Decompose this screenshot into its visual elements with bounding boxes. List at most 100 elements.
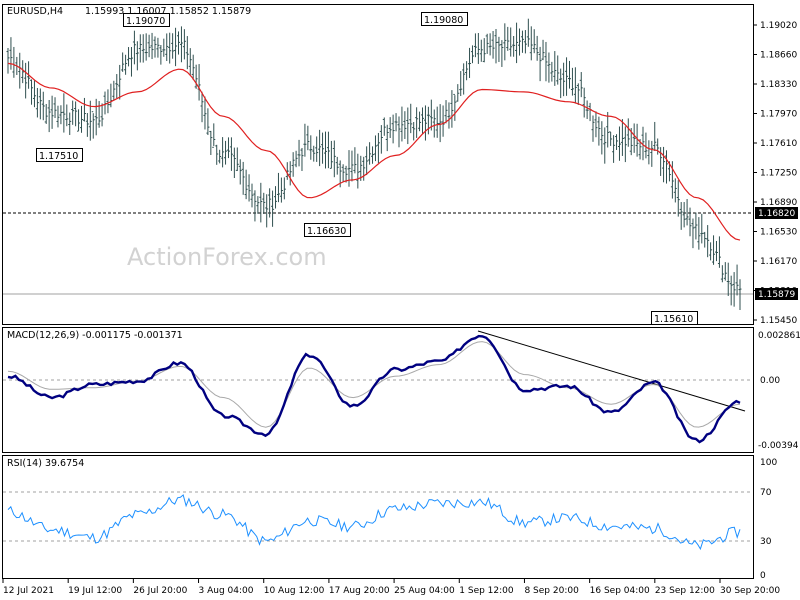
price-bar: [432, 109, 436, 138]
price-bar: [723, 262, 727, 281]
macd-main-line: [7, 334, 741, 444]
price-bar: [191, 54, 195, 80]
price-bar: [394, 113, 398, 132]
price-bar: [53, 97, 57, 119]
time-tick-label: 23 Sep 12:00: [655, 586, 715, 596]
price-bar: [468, 47, 472, 78]
time-tick-label: 10 Aug 12:00: [264, 586, 325, 596]
price-bar: [447, 102, 451, 129]
price-bar: [418, 111, 422, 132]
price-bar: [365, 146, 369, 176]
price-bar: [100, 103, 104, 127]
price-bar: [714, 240, 718, 262]
time-tick-label: 26 Jul 20:00: [133, 586, 187, 596]
price-bar: [488, 33, 492, 56]
price-bar: [473, 33, 477, 58]
price-bar: [21, 60, 25, 84]
price-bar: [256, 196, 260, 214]
price-bar: [609, 131, 613, 146]
price-bar: [565, 57, 569, 96]
price-bar: [300, 147, 304, 171]
price-bar: [529, 26, 533, 61]
price-bar: [30, 79, 34, 105]
price-bar: [709, 242, 713, 261]
annotation-low-jul: 1.17510: [36, 148, 83, 162]
price-bar: [44, 103, 48, 124]
price-bar: [421, 107, 425, 135]
price-bar: [556, 55, 560, 85]
price-bar: [50, 95, 54, 129]
svg-text:1.19080: 1.19080: [424, 15, 463, 26]
price-bar: [688, 207, 692, 237]
price-bar: [141, 34, 145, 63]
price-bar: [224, 140, 228, 165]
price-bar: [221, 137, 225, 168]
price-bar: [279, 177, 283, 203]
price-bar: [615, 134, 619, 150]
price-bar: [403, 111, 407, 139]
price-bar: [127, 47, 131, 67]
price-bar: [209, 130, 213, 156]
price-bar: [203, 96, 207, 130]
price-tick-label: 1.18330: [760, 80, 797, 90]
price-bar: [382, 117, 386, 136]
price-bar: [397, 116, 401, 148]
price-bar: [200, 91, 204, 123]
annotation-low-sep: 1.15610: [651, 311, 698, 325]
price-bar: [576, 83, 580, 105]
price-bar: [276, 172, 280, 203]
price-bar: [482, 38, 486, 63]
price-bar: [685, 199, 689, 226]
price-bar: [41, 91, 45, 121]
price-bar: [518, 28, 522, 56]
price-bar: [368, 142, 372, 165]
price-bar: [362, 156, 366, 181]
rsi-title: RSI(14) 39.6754: [7, 458, 84, 469]
price-bar: [423, 105, 427, 141]
price-bar: [271, 190, 275, 227]
price-bar: [506, 26, 510, 51]
price-bar: [124, 54, 128, 75]
price-bar: [132, 30, 136, 65]
svg-text:1.16820: 1.16820: [758, 209, 795, 219]
price-bar: [332, 140, 336, 178]
price-bar: [597, 116, 601, 146]
price-bar: [717, 236, 721, 268]
price-bar: [585, 100, 589, 119]
price-bar: [491, 30, 495, 59]
price-tick-label: 1.19020: [760, 21, 797, 31]
price-bar: [582, 87, 586, 118]
price-bar: [706, 225, 710, 258]
time-tick-label: 12 Jul 2021: [3, 586, 54, 596]
price-bar: [350, 150, 354, 182]
price-bar: [118, 64, 122, 100]
price-tick-label: 1.18660: [760, 51, 797, 61]
price-bar: [644, 132, 648, 159]
price-bar: [65, 104, 69, 127]
price-bar: [635, 123, 639, 157]
macd-tick-top: 0.002861: [758, 331, 800, 341]
price-bar: [523, 30, 527, 54]
price-bar: [241, 161, 245, 195]
price-bar: [547, 52, 551, 83]
price-bar: [697, 217, 701, 250]
price-bar: [309, 135, 313, 160]
price-bar: [156, 37, 160, 58]
price-bar: [703, 231, 707, 248]
price-bar: [520, 30, 524, 53]
price-bar: [515, 22, 519, 64]
watermark: ActionForex.com: [127, 243, 327, 271]
svg-text:1.15879: 1.15879: [758, 290, 795, 300]
price-tick-label: 1.17970: [760, 110, 797, 120]
price-bar: [138, 34, 142, 63]
price-bar: [444, 100, 448, 124]
price-bar: [617, 126, 621, 161]
price-bar: [115, 74, 119, 99]
price-bar: [567, 60, 571, 89]
rsi-tick-100: 100: [760, 458, 777, 468]
price-bar: [194, 64, 198, 89]
price-bar: [456, 84, 460, 102]
price-bar: [359, 155, 363, 181]
price-bar: [441, 105, 445, 137]
price-bar: [212, 123, 216, 148]
